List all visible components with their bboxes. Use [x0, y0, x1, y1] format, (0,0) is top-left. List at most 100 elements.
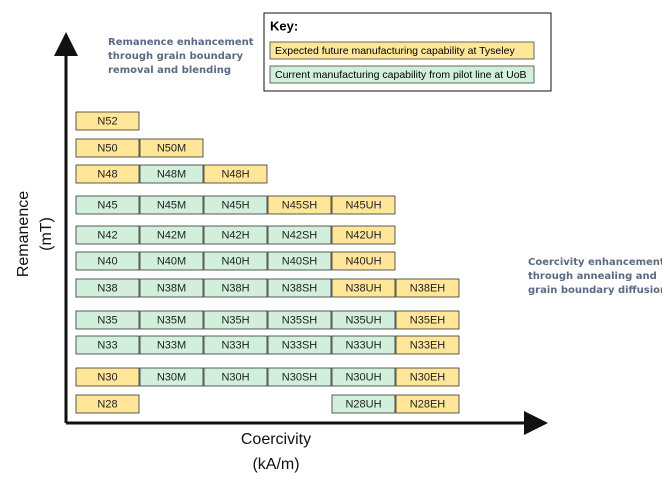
grade-cell: [203, 335, 268, 355]
grade-cell: [203, 367, 268, 387]
grade-cell: [395, 278, 460, 298]
grade-label: N48: [97, 168, 117, 180]
grade-cell: [203, 251, 268, 271]
key-label: Expected future manufacturing capability…: [275, 45, 515, 57]
grade-cell: [331, 251, 396, 271]
grade-label: N42M: [157, 229, 186, 241]
grade-cell: [203, 310, 268, 330]
grade-cell: [75, 367, 140, 387]
grade-cell: [139, 225, 204, 245]
key-label: Current manufacturing capability from pi…: [275, 69, 527, 81]
grade-cell: [267, 251, 332, 271]
grade-cell: [139, 278, 204, 298]
grade-label: N35EH: [410, 314, 446, 326]
x-axis-label: (kA/m): [252, 456, 299, 473]
x-axis-label: Coercivity: [241, 431, 311, 448]
grade-label: N35SH: [282, 314, 318, 326]
grade-label: N45: [97, 199, 117, 211]
y-axis-label: Remanence: [15, 191, 32, 277]
grade-cell: [139, 367, 204, 387]
grade-label: N45H: [221, 199, 249, 211]
grade-label: N28EH: [410, 398, 446, 410]
grade-label: N38UH: [345, 282, 381, 294]
grade-cell: [75, 164, 140, 184]
grade-label: N30EH: [410, 371, 446, 383]
grade-label: N30H: [221, 371, 249, 383]
grade-label: N35: [97, 314, 117, 326]
grade-label: N50: [97, 142, 117, 154]
annotation: Coercivity enhancement: [528, 257, 662, 268]
grade-label: N38EH: [410, 282, 446, 294]
grade-label: N42SH: [282, 229, 318, 241]
grade-label: N40M: [157, 255, 186, 267]
grade-label: N35M: [157, 314, 186, 326]
annotation: removal and blending: [108, 65, 231, 76]
grade-cell: [267, 195, 332, 215]
grade-cell: [395, 310, 460, 330]
grade-label: N42UH: [345, 229, 381, 241]
content: Expected future manufacturing capability…: [15, 37, 662, 473]
grade-label: N33UH: [345, 339, 381, 351]
grade-cell: [139, 164, 204, 184]
grade-label: N38: [97, 282, 117, 294]
grade-cell: [203, 225, 268, 245]
grade-cell: [75, 251, 140, 271]
grade-cell: [75, 394, 140, 414]
annotation: grain boundary diffusion: [528, 285, 662, 296]
grade-cell: [75, 335, 140, 355]
grade-label: N35UH: [345, 314, 381, 326]
grade-label: N45M: [157, 199, 186, 211]
y-axis-label: (mT): [38, 217, 55, 251]
grade-cell: [331, 394, 396, 414]
key-swatch: [269, 65, 535, 84]
grade-label: N33SH: [282, 339, 318, 351]
grade-cell: [75, 310, 140, 330]
grade-label: N40H: [221, 255, 249, 267]
grade-label: N50M: [157, 142, 186, 154]
grade-cell: [75, 278, 140, 298]
grade-cell: [331, 278, 396, 298]
grade-label: N35H: [221, 314, 249, 326]
grade-label: N38SH: [282, 282, 318, 294]
grade-label: N40: [97, 255, 117, 267]
grade-cell: [203, 195, 268, 215]
grade-label: N30UH: [345, 371, 381, 383]
grade-cell: [331, 367, 396, 387]
annotation: Remanence enhancement: [108, 37, 254, 48]
grade-label: N38H: [221, 282, 249, 294]
grade-label: N45UH: [345, 199, 381, 211]
grade-cell: [75, 111, 140, 131]
grade-cell: [139, 138, 204, 158]
grade-label: N33EH: [410, 339, 446, 351]
grade-label: N52: [97, 115, 117, 127]
grade-label: N30SH: [282, 371, 318, 383]
grade-cell: [395, 367, 460, 387]
grade-label: N30M: [157, 371, 186, 383]
grade-label: N30: [97, 371, 117, 383]
grade-cell: [139, 251, 204, 271]
grade-label: N42: [97, 229, 117, 241]
grade-cell: [75, 225, 140, 245]
grade-cell: [267, 310, 332, 330]
grade-label: N28: [97, 398, 117, 410]
grade-cell: [139, 310, 204, 330]
grade-label: N40SH: [282, 255, 318, 267]
grade-label: N48M: [157, 168, 186, 180]
key-title: Key:: [270, 18, 298, 33]
grade-cell: [331, 195, 396, 215]
grade-label: N45SH: [282, 199, 318, 211]
grade-cell: [139, 195, 204, 215]
grade-cell: [395, 335, 460, 355]
grade-label: N33M: [157, 339, 186, 351]
grade-label: N42H: [221, 229, 249, 241]
grade-cell: [75, 195, 140, 215]
grade-cell: [75, 138, 140, 158]
grade-label: N48H: [221, 168, 249, 180]
grade-cell: [139, 335, 204, 355]
grade-cell: [267, 278, 332, 298]
grade-cell: [395, 394, 460, 414]
grade-label: N33: [97, 339, 117, 351]
key-swatch: [269, 41, 535, 60]
grade-cell: [267, 367, 332, 387]
